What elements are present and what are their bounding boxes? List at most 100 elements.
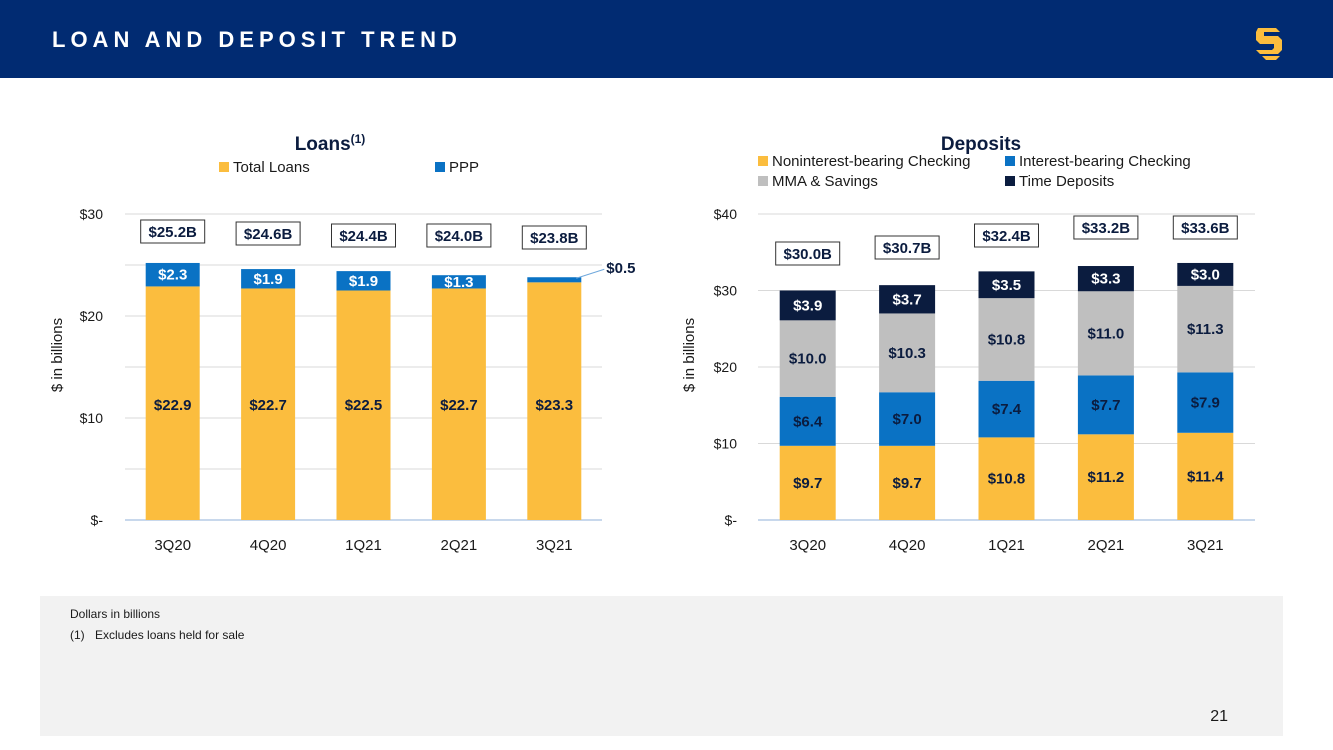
loans-data-label: $1.9 bbox=[253, 271, 282, 288]
deposits-data-label: $10.0 bbox=[789, 351, 827, 368]
deposits-bar-segment bbox=[1177, 432, 1234, 520]
loans-callout-line bbox=[576, 268, 605, 279]
loans-legend-label: PPP bbox=[449, 159, 479, 176]
deposits-data-label: $7.7 bbox=[1091, 397, 1120, 414]
deposits-x-tick-label: 3Q21 bbox=[1187, 537, 1224, 554]
deposits-y-axis-label: $ in billions bbox=[681, 318, 698, 392]
deposits-x-tick-label: 2Q21 bbox=[1088, 537, 1125, 554]
loans-data-label: $22.7 bbox=[440, 397, 478, 414]
deposits-data-label: $10.3 bbox=[888, 345, 926, 362]
deposits-legend-label: MMA & Savings bbox=[772, 173, 878, 190]
bank-logo-icon bbox=[1256, 28, 1282, 60]
deposits-total-box bbox=[874, 235, 940, 260]
deposits-y-tick-label: $40 bbox=[714, 206, 738, 222]
deposits-total-label: $33.2B bbox=[1082, 220, 1131, 237]
loans-bar-segment bbox=[145, 262, 200, 287]
loans-bar-segment bbox=[241, 269, 296, 289]
deposits-data-label: $11.3 bbox=[1187, 321, 1224, 338]
deposits-bar-segment bbox=[779, 396, 836, 446]
deposits-bar-segment bbox=[879, 392, 936, 446]
loans-bar-segment bbox=[431, 275, 486, 289]
loans-bar-segment bbox=[527, 277, 582, 283]
deposits-bar-segment bbox=[779, 290, 836, 321]
deposits-legend-label: Interest-bearing Checking bbox=[1019, 153, 1191, 170]
page-title: LOAN AND DEPOSIT TREND bbox=[52, 27, 462, 52]
deposits-legend-swatch bbox=[758, 156, 768, 166]
loans-data-label: $22.9 bbox=[154, 397, 192, 414]
deposits-y-tick-label: $30 bbox=[714, 283, 738, 299]
deposits-bar-segment bbox=[1077, 375, 1134, 435]
loans-total-label: $24.6B bbox=[244, 226, 293, 243]
deposits-bar-segment bbox=[978, 380, 1035, 438]
deposits-bar-segment bbox=[779, 445, 836, 520]
deposits-data-label: $11.2 bbox=[1088, 469, 1125, 486]
deposits-bar-segment bbox=[1077, 266, 1134, 292]
loans-total-box bbox=[140, 219, 206, 244]
deposits-y-tick-label: $10 bbox=[714, 436, 738, 452]
loans-total-label: $25.2B bbox=[149, 224, 198, 241]
loans-bar-segment bbox=[336, 271, 391, 291]
loans-x-tick-label: 3Q21 bbox=[536, 537, 573, 554]
loans-data-label: $1.3 bbox=[444, 274, 473, 291]
loans-x-tick-label: 4Q20 bbox=[250, 537, 287, 554]
loans-y-axis-label: $ in billions bbox=[49, 318, 66, 392]
loans-y-tick-label: $20 bbox=[80, 308, 104, 324]
deposits-y-tick-label: $- bbox=[725, 512, 738, 528]
deposits-bar-segment bbox=[978, 437, 1035, 520]
loans-data-label: $2.3 bbox=[158, 267, 187, 284]
loans-data-label: $22.7 bbox=[249, 397, 287, 414]
loans-data-label: $1.9 bbox=[349, 273, 378, 290]
loans-x-tick-label: 1Q21 bbox=[345, 537, 382, 554]
loans-total-box bbox=[426, 223, 492, 248]
deposits-data-label: $3.5 bbox=[992, 277, 1021, 294]
loans-x-tick-label: 3Q20 bbox=[154, 537, 191, 554]
deposits-data-label: $9.7 bbox=[793, 475, 822, 492]
loans-y-tick-label: $30 bbox=[80, 206, 104, 222]
deposits-data-label: $10.8 bbox=[988, 471, 1026, 488]
loans-x-tick-label: 2Q21 bbox=[441, 537, 478, 554]
deposits-y-tick-label: $20 bbox=[714, 359, 738, 375]
deposits-total-box bbox=[1073, 215, 1139, 240]
deposits-data-label: $3.7 bbox=[892, 291, 921, 308]
deposits-bar-segment bbox=[779, 320, 836, 397]
loans-legend-label: Total Loans bbox=[233, 159, 310, 176]
footnote-units: Dollars in billions bbox=[70, 607, 161, 621]
loans-title-superscript: (1) bbox=[351, 132, 366, 146]
deposits-bar-segment bbox=[978, 271, 1035, 299]
deposits-legend-swatch bbox=[758, 176, 768, 186]
deposits-bar-segment bbox=[978, 298, 1035, 381]
loans-legend-swatch bbox=[219, 162, 229, 172]
deposits-data-label: $11.4 bbox=[1187, 468, 1224, 485]
deposits-data-label: $7.9 bbox=[1191, 395, 1220, 412]
deposits-bar-segment bbox=[1077, 434, 1134, 520]
loans-bar-segment bbox=[241, 288, 296, 520]
loans-total-box bbox=[521, 225, 587, 250]
deposits-data-label: $7.0 bbox=[892, 411, 921, 428]
deposits-bar-segment bbox=[879, 285, 936, 314]
deposits-bar-segment bbox=[879, 445, 936, 520]
loans-total-box bbox=[331, 223, 396, 248]
deposits-data-label: $3.9 bbox=[793, 297, 822, 314]
deposits-legend-swatch bbox=[1005, 176, 1015, 186]
footnote-note: (1) Excludes loans held for sale bbox=[70, 628, 244, 642]
deposits-x-tick-label: 4Q20 bbox=[889, 537, 926, 554]
deposits-x-tick-label: 1Q21 bbox=[988, 537, 1025, 554]
deposits-bar-segment bbox=[1077, 291, 1134, 376]
deposits-total-box bbox=[1172, 215, 1238, 240]
loans-y-tick-label: $10 bbox=[80, 410, 104, 426]
loans-total-label: $24.0B bbox=[435, 228, 484, 245]
deposits-data-label: $9.7 bbox=[892, 475, 921, 492]
deposits-bar-segment bbox=[1177, 262, 1234, 286]
deposits-data-label: $7.4 bbox=[992, 401, 1022, 418]
loans-total-label: $24.4B bbox=[339, 228, 388, 245]
deposits-data-label: $6.4 bbox=[793, 413, 823, 430]
deposits-data-label: $11.0 bbox=[1088, 325, 1125, 342]
loans-bar-segment bbox=[336, 290, 391, 520]
loans-data-label: $23.3 bbox=[536, 397, 574, 414]
deposits-data-label: $3.0 bbox=[1191, 266, 1220, 283]
loans-total-box bbox=[235, 221, 301, 246]
deposits-bar-segment bbox=[1177, 372, 1234, 433]
footnote-text: Excludes loans held for sale bbox=[95, 628, 245, 642]
page-number: 21 bbox=[1210, 708, 1228, 725]
footnote-box: Dollars in billions (1) Excludes loans he… bbox=[40, 596, 1283, 736]
